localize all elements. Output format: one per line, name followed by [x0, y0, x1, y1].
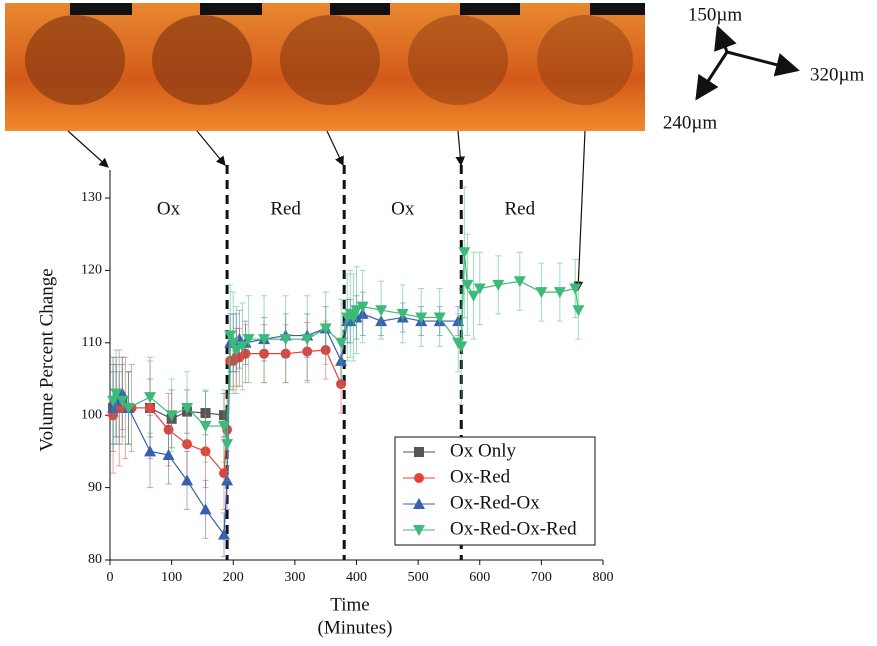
y-tick-label: 80 [88, 552, 102, 567]
y-tick-label: 90 [88, 480, 102, 495]
x-tick-label: 0 [107, 570, 114, 585]
marker [279, 334, 292, 346]
marker [413, 498, 425, 509]
marker [335, 337, 348, 349]
image-arrows [67, 130, 586, 292]
x-tick-label: 700 [531, 570, 552, 585]
marker [227, 337, 240, 349]
scale-axes [695, 25, 800, 101]
marker [455, 341, 468, 353]
marker [569, 283, 582, 295]
axis-arrow [714, 25, 737, 53]
x-axis-label: (Minutes) [318, 617, 393, 638]
region-label: Red [505, 198, 536, 219]
x-tick-label: 800 [593, 570, 614, 585]
marker [230, 345, 243, 357]
axis-arrow [695, 51, 729, 101]
image [520, 3, 645, 131]
image-strip [5, 3, 645, 131]
x-tick-label: 300 [284, 570, 305, 585]
marker [218, 528, 231, 540]
marker [492, 279, 505, 291]
y-axis-label: Volume Percent Change [36, 268, 57, 451]
marker [199, 503, 212, 515]
marker [396, 308, 409, 320]
marker [199, 421, 212, 433]
axis-arrow [726, 50, 800, 77]
marker [461, 279, 474, 291]
scale-label: 320µm [810, 64, 864, 85]
y-tick-label: 120 [81, 263, 102, 278]
region-label: Ox [157, 198, 181, 219]
marker [236, 341, 249, 353]
image [390, 3, 520, 131]
y-tick-label: 110 [82, 335, 102, 350]
marker [415, 312, 428, 324]
scale-label: 150µm [688, 4, 742, 25]
marker [356, 301, 369, 313]
marker [572, 305, 585, 317]
image [262, 3, 390, 131]
marker [413, 525, 425, 536]
marker [181, 402, 194, 414]
x-tick-label: 500 [408, 570, 429, 585]
marker [144, 392, 157, 404]
marker [473, 283, 486, 295]
marker [258, 334, 271, 346]
marker [181, 474, 194, 486]
marker [242, 334, 255, 346]
marker [165, 410, 178, 422]
region-label: Red [270, 198, 301, 219]
region-label: Ox [391, 198, 415, 219]
marker [375, 305, 388, 317]
marker [458, 247, 471, 259]
marker [144, 445, 157, 457]
marker [162, 449, 175, 461]
marker [319, 323, 332, 335]
marker [221, 439, 234, 451]
image [5, 3, 132, 131]
marker [433, 312, 446, 324]
x-axis-label: Time [330, 594, 369, 615]
x-tick-label: 100 [161, 570, 182, 585]
marker [414, 447, 424, 457]
legend-label: Ox-Red-Ox [450, 492, 540, 513]
marker [110, 388, 123, 400]
legend-box [394, 436, 596, 546]
x-tick-label: 600 [469, 570, 490, 585]
marker [224, 330, 237, 342]
marker [513, 276, 526, 288]
marker [535, 287, 548, 299]
legend-label: Ox-Red-Ox-Red [450, 518, 577, 539]
marker [350, 305, 363, 317]
marker [116, 395, 129, 407]
marker [301, 334, 314, 346]
marker [218, 421, 231, 433]
legend-label: Ox Only [450, 440, 516, 461]
marker [467, 290, 480, 302]
legend-label: Ox-Red [450, 466, 511, 487]
plot: 0 100 200 300 400 500 600 700 800 80 90 100 110 120 13… [81, 165, 614, 585]
marker [122, 402, 135, 414]
scale-label: 240µm [663, 112, 717, 133]
marker [553, 287, 566, 299]
x-tick-label: 400 [346, 570, 367, 585]
y-tick-label: 130 [81, 190, 102, 205]
marker [414, 473, 424, 483]
y-tick-label: 100 [81, 407, 102, 422]
image [132, 3, 262, 131]
x-tick-label: 200 [223, 570, 244, 585]
legend: Ox Only Ox-Red Ox-Red-Ox Ox-Red-Ox-Red [394, 436, 596, 546]
